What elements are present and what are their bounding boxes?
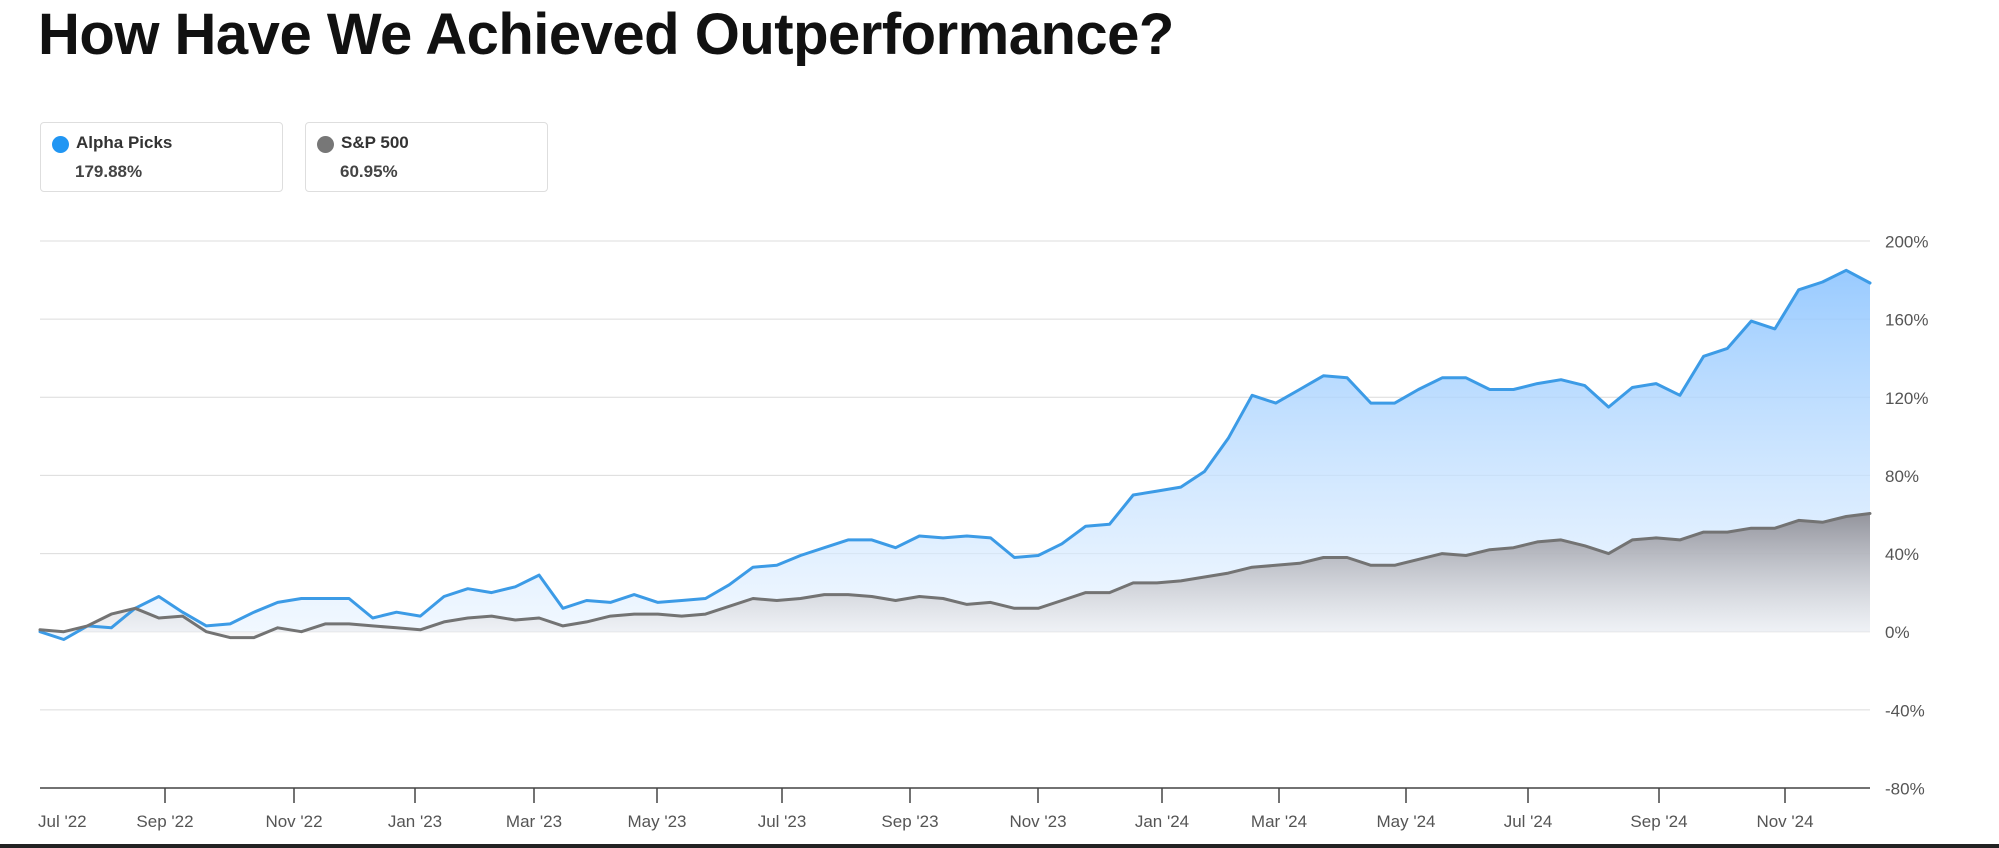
legend-name: S&P 500 xyxy=(341,133,409,152)
y-tick-label: 40% xyxy=(1885,545,1919,564)
x-tick-label: Jul '23 xyxy=(758,812,807,831)
legend-name: Alpha Picks xyxy=(76,133,173,152)
y-tick-label: 160% xyxy=(1885,311,1928,330)
x-tick-label: Nov '22 xyxy=(265,812,322,831)
legend-sp500[interactable]: S&P 500 60.95% xyxy=(305,122,548,192)
series-lines xyxy=(38,268,1872,641)
sp500-line[interactable] xyxy=(38,512,1872,640)
x-axis: Jul '22 Sep '22 Nov '22 Jan '23 Mar '23 May '… xyxy=(38,787,1870,831)
legend-value: 60.95% xyxy=(340,162,398,181)
y-tick-label: 120% xyxy=(1885,389,1928,408)
y-tick-label: -40% xyxy=(1885,701,1925,720)
x-tick-label: Jan '23 xyxy=(388,812,442,831)
x-tick-label: Mar '24 xyxy=(1251,812,1307,831)
x-tick-label: Mar '23 xyxy=(506,812,562,831)
x-tick-label: May '24 xyxy=(1377,812,1436,831)
page-title: How Have We Achieved Outperformance? xyxy=(38,2,1174,67)
x-tick-label: May '23 xyxy=(628,812,687,831)
sp500-dot-icon xyxy=(317,136,334,153)
sp500-area xyxy=(40,513,1870,638)
y-tick-label: 200% xyxy=(1885,232,1928,251)
x-tick-label: Nov '24 xyxy=(1756,812,1813,831)
y-tick-label: 0% xyxy=(1885,623,1910,642)
y-tick-label: 80% xyxy=(1885,467,1919,486)
x-tick-label: Jul '24 xyxy=(1504,812,1553,831)
legend-alpha-picks[interactable]: Alpha Picks 179.88% xyxy=(40,122,283,192)
x-tick-label: Sep '23 xyxy=(881,812,938,831)
legend-value: 179.88% xyxy=(75,162,143,181)
bottom-border xyxy=(0,844,1999,848)
alpha-picks-line[interactable] xyxy=(38,268,1872,641)
y-tick-label: -80% xyxy=(1885,779,1925,798)
alpha-picks-area xyxy=(40,270,1870,640)
series-areas xyxy=(40,270,1870,640)
y-axis: 200% 160% 120% 80% 40% 0% -40% -80% xyxy=(1885,232,1928,798)
x-tick-label: Jul '22 xyxy=(38,812,87,831)
x-tick-label: Jan '24 xyxy=(1135,812,1189,831)
x-tick-label: Sep '22 xyxy=(136,812,193,831)
alpha-picks-dot-icon xyxy=(52,136,69,153)
x-tick-label: Nov '23 xyxy=(1009,812,1066,831)
x-tick-label: Sep '24 xyxy=(1630,812,1687,831)
